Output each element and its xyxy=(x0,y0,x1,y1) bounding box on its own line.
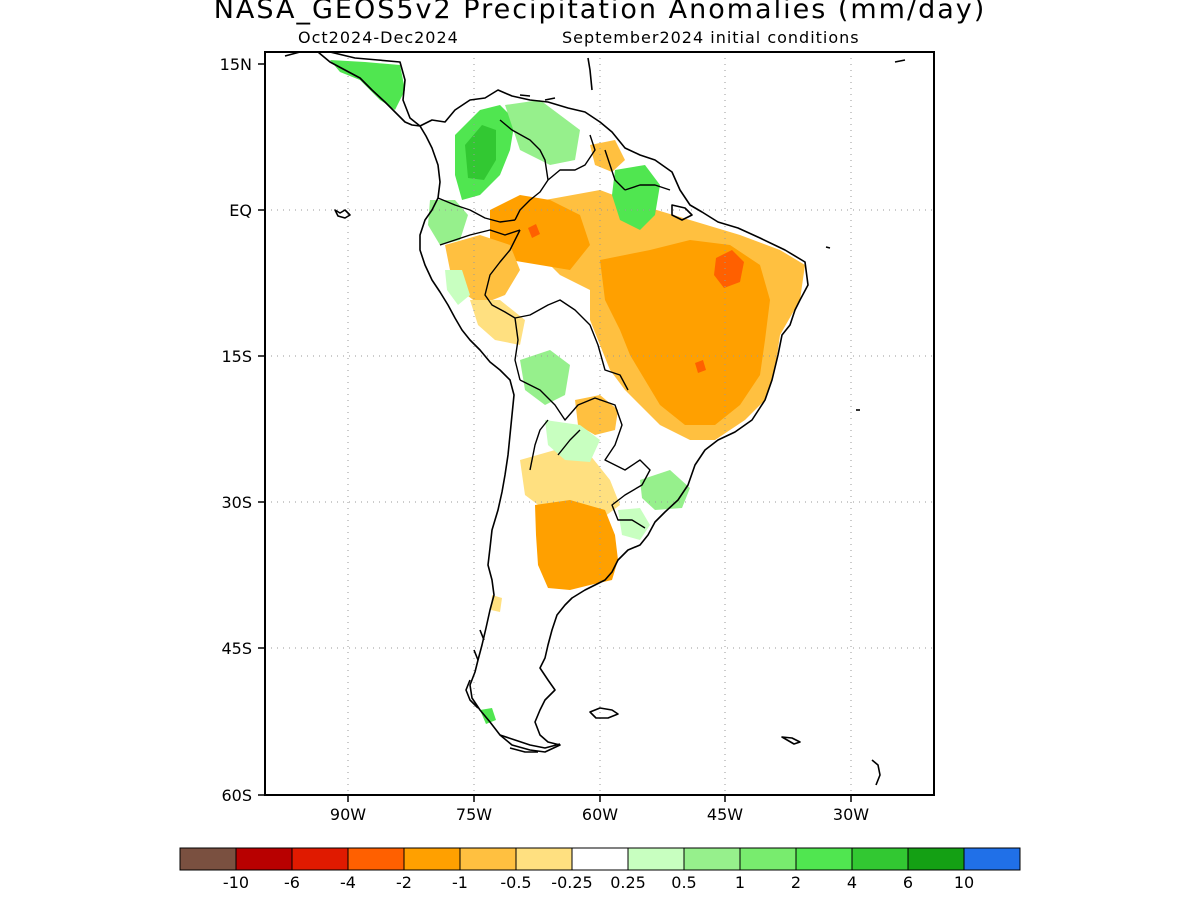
dry-anomaly-chile-south xyxy=(491,595,502,612)
caribbean-islands xyxy=(519,57,906,101)
colorbar-label: 4 xyxy=(847,873,857,892)
colorbar-swatch xyxy=(683,847,741,871)
colorbar-swatch xyxy=(907,847,965,871)
wet-anomaly-guiana xyxy=(612,165,660,230)
colorbar-swatch xyxy=(291,847,349,871)
dry-anomaly-amazon xyxy=(490,195,590,270)
lon-label-45w: 45W xyxy=(707,805,743,824)
dry-anomaly-paraguay xyxy=(575,395,618,435)
strong-dry-spot-northeast xyxy=(714,250,744,288)
marajo-island xyxy=(671,204,693,221)
colorbar-label: 1 xyxy=(735,873,745,892)
colorbar-label: -1 xyxy=(452,873,468,892)
colorbar-label: -0.25 xyxy=(551,873,592,892)
colorbar-swatch xyxy=(795,847,853,871)
country-borders xyxy=(437,119,671,529)
forecast-period-label: Oct2024-Dec2024 xyxy=(298,28,459,47)
lat-label-eq: EQ xyxy=(229,201,252,220)
wet-anomaly-bolivia xyxy=(520,350,570,405)
colorbar-label: -10 xyxy=(223,873,249,892)
sandwich-islands xyxy=(871,759,881,786)
colorbar-label: 2 xyxy=(791,873,801,892)
colorbar-label: 0.25 xyxy=(610,873,646,892)
dry-anomaly-andes xyxy=(470,300,525,345)
lat-label-30s: 30S xyxy=(221,493,252,512)
latitude-labels: 15N EQ 15S 30S 45S 60S xyxy=(220,55,252,805)
wet-anomaly-ecuador xyxy=(428,200,468,245)
colorbar-swatch xyxy=(963,847,1021,871)
south-georgia xyxy=(781,736,801,745)
lon-label-60w: 60W xyxy=(582,805,618,824)
lon-label-90w: 90W xyxy=(330,805,366,824)
wet-anomaly-uruguay xyxy=(618,508,650,540)
colorbar-swatch xyxy=(851,847,909,871)
latitude-ticks xyxy=(258,63,265,796)
colorbar-swatches xyxy=(179,847,1021,871)
lon-label-30w: 30W xyxy=(833,805,869,824)
fernando-de-noronha xyxy=(825,246,831,249)
colorbar-label: -0.5 xyxy=(500,873,531,892)
wet-anomaly-chaco xyxy=(545,420,600,462)
colorbar-swatch xyxy=(739,847,797,871)
lon-label-75w: 75W xyxy=(456,805,492,824)
colorbar-swatch xyxy=(235,847,293,871)
colorbar-label: -6 xyxy=(284,873,300,892)
map-title: NASA_GEOS5v2 Precipitation Anomalies (mm… xyxy=(213,0,987,25)
colorbar-label: -2 xyxy=(396,873,412,892)
dry-anomaly-argentina-pampas xyxy=(535,500,618,590)
colorbar-swatch xyxy=(515,847,573,871)
coastlines xyxy=(284,52,906,786)
colorbar-swatch xyxy=(627,847,685,871)
wet-anomaly-peru-coast xyxy=(445,270,470,305)
colorbar-swatch xyxy=(459,847,517,871)
initial-conditions-label: September2024 initial conditions xyxy=(562,28,860,47)
lat-label-60s: 60S xyxy=(221,786,252,805)
lat-label-45s: 45S xyxy=(221,639,252,658)
wet-anomaly-patagonia-south xyxy=(480,708,496,724)
south-america-coastline xyxy=(419,89,809,753)
longitude-ticks xyxy=(347,795,852,802)
dry-anomaly-brazil-core xyxy=(600,240,770,425)
anomaly-shading xyxy=(330,60,805,724)
wet-anomaly-venezuela xyxy=(505,100,580,165)
tierra-del-fuego xyxy=(499,734,561,753)
colorbar-swatch xyxy=(571,847,629,871)
colorbar-swatch xyxy=(347,847,405,871)
colorbar-label: 10 xyxy=(954,873,974,892)
longitude-labels: 90W 75W 60W 45W 30W xyxy=(330,805,869,824)
strong-dry-spot-center xyxy=(695,360,706,373)
colorbar-label: 6 xyxy=(903,873,913,892)
colorbar-swatch xyxy=(179,847,237,871)
colorbar-labels: -10 -6 -4 -2 -1 -0.5 -0.25 0.25 0.5 1 2 … xyxy=(223,873,974,892)
strong-dry-spot-amazon xyxy=(528,224,540,238)
wet-anomaly-colombia-core xyxy=(465,125,496,180)
chilean-archipelago xyxy=(465,629,485,709)
colorbar: -10 -6 -4 -2 -1 -0.5 -0.25 0.25 0.5 1 2 … xyxy=(179,847,1021,892)
colorbar-swatch xyxy=(403,847,461,871)
lat-label-15s: 15S xyxy=(221,347,252,366)
colorbar-label: -4 xyxy=(340,873,356,892)
lat-label-15n: 15N xyxy=(220,55,252,74)
colorbar-label: 0.5 xyxy=(671,873,696,892)
galapagos-islands xyxy=(334,209,351,219)
falkland-islands xyxy=(589,707,619,719)
